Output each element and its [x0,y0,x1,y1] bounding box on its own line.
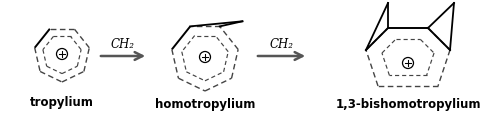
Text: CH₂: CH₂ [111,38,135,51]
Text: tropylium: tropylium [30,96,94,109]
Text: 1,3-bishomotropylium: 1,3-bishomotropylium [335,98,481,111]
Text: homotropylium: homotropylium [155,98,255,111]
Text: CH₂: CH₂ [270,38,294,51]
